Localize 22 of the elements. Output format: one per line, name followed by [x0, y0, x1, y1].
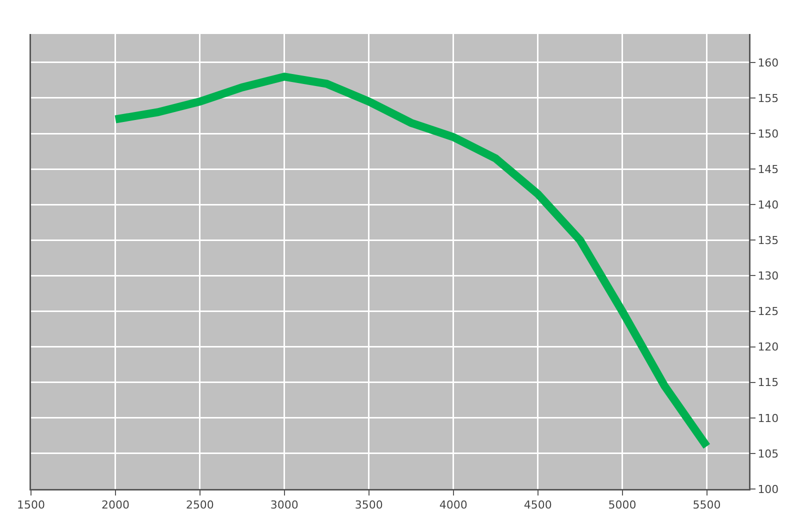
- x-tick-label: 5000: [608, 498, 636, 512]
- x-tick-label: 2500: [186, 498, 214, 512]
- y-tick-label: 145: [758, 162, 779, 176]
- y-tick-label: 155: [758, 92, 779, 105]
- y-tick-label: 150: [758, 127, 779, 140]
- x-tick-label: 2000: [101, 498, 130, 512]
- y-tick-label: 125: [758, 305, 779, 318]
- y-tick-label: 105: [758, 447, 779, 460]
- y-tick-label: 130: [758, 270, 779, 283]
- x-tick-label: 5500: [692, 498, 721, 512]
- y-tick-label: 110: [758, 412, 779, 425]
- x-tick-label: 1500: [17, 498, 45, 512]
- y-tick-label: 160: [758, 56, 779, 70]
- y-tick-label: 100: [758, 482, 779, 496]
- x-tick-label: 3000: [270, 498, 298, 512]
- y-tick-label: 135: [758, 234, 779, 248]
- y-tick-label: 140: [758, 198, 779, 212]
- x-tick-label: 4500: [524, 498, 552, 512]
- x-tick-label: 4000: [439, 498, 468, 512]
- x-tick-label: 3500: [354, 498, 383, 512]
- y-tick-label: 115: [758, 376, 779, 390]
- y-tick-label: 120: [758, 340, 779, 354]
